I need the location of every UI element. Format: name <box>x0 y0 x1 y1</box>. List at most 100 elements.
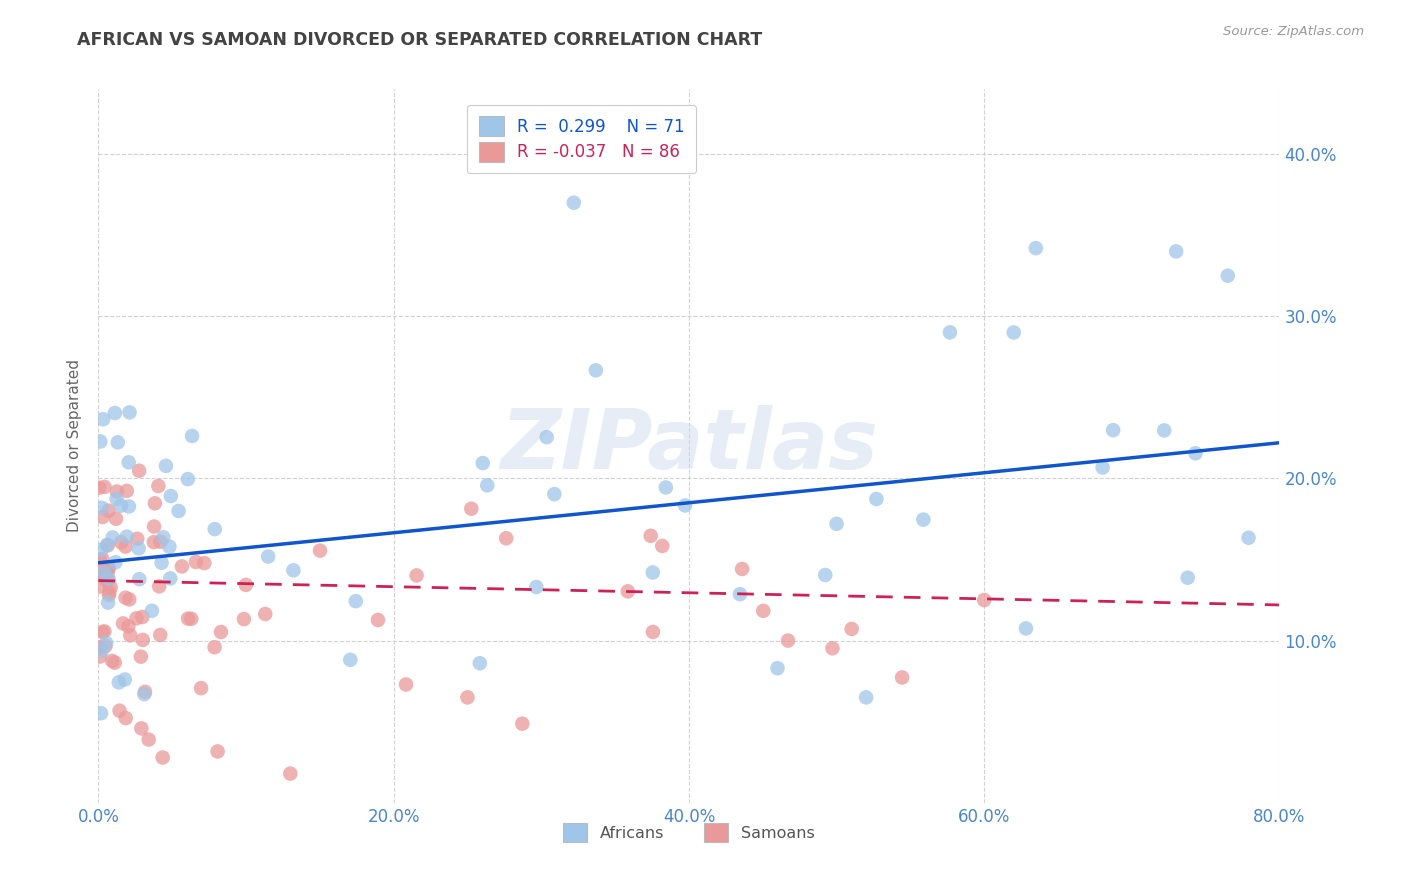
Point <box>1166 244 1188 259</box>
Point <box>114 540 136 554</box>
Point <box>152 750 174 764</box>
Point <box>96 636 118 650</box>
Point <box>98 588 121 602</box>
Point <box>89 553 111 567</box>
Point <box>134 687 156 701</box>
Point <box>1216 268 1239 283</box>
Point <box>1091 460 1114 475</box>
Point <box>1177 571 1199 585</box>
Point <box>524 580 547 594</box>
Point <box>177 472 200 486</box>
Point <box>207 744 229 758</box>
Point <box>167 504 190 518</box>
Point <box>180 612 202 626</box>
Point <box>93 624 115 639</box>
Point <box>395 677 418 691</box>
Point <box>104 555 127 569</box>
Point <box>128 572 150 586</box>
Point <box>149 628 172 642</box>
Point <box>193 556 215 570</box>
Point <box>159 489 181 503</box>
Point <box>89 434 111 449</box>
Point <box>100 580 122 594</box>
Point <box>105 491 128 506</box>
Point <box>110 499 132 513</box>
Point <box>110 535 132 549</box>
Point <box>148 579 170 593</box>
Point <box>93 480 115 494</box>
Point <box>118 405 141 419</box>
Point <box>939 326 962 340</box>
Point <box>536 430 558 444</box>
Point <box>91 551 114 566</box>
Point <box>134 685 156 699</box>
Point <box>114 591 136 605</box>
Point <box>752 604 775 618</box>
Point <box>117 619 139 633</box>
Point <box>184 555 207 569</box>
Point <box>405 568 427 582</box>
Point <box>232 612 254 626</box>
Point <box>283 563 305 577</box>
Legend: Africans, Samoans: Africans, Samoans <box>557 817 821 848</box>
Point <box>1015 621 1038 635</box>
Point <box>97 561 120 575</box>
Point <box>90 706 112 721</box>
Point <box>89 481 111 495</box>
Point <box>131 722 153 736</box>
Point <box>673 499 696 513</box>
Point <box>93 568 115 582</box>
Point <box>562 195 585 210</box>
Point <box>98 585 121 599</box>
Point <box>728 587 751 601</box>
Point <box>209 625 232 640</box>
Point <box>97 562 120 576</box>
Point <box>468 657 491 671</box>
Point <box>104 512 127 526</box>
Point <box>204 522 226 536</box>
Point <box>104 406 127 420</box>
Point <box>257 549 280 564</box>
Point <box>97 573 120 587</box>
Point <box>90 500 112 515</box>
Point <box>91 412 114 426</box>
Point <box>159 540 181 554</box>
Point <box>1102 423 1125 437</box>
Point <box>104 656 127 670</box>
Point <box>155 458 177 473</box>
Point <box>138 732 160 747</box>
Point <box>309 543 332 558</box>
Point <box>367 613 389 627</box>
Point <box>190 681 212 695</box>
Point <box>731 562 754 576</box>
Point <box>912 513 935 527</box>
Point <box>766 661 789 675</box>
Point <box>97 572 120 586</box>
Point <box>89 649 111 664</box>
Point <box>143 496 166 510</box>
Point <box>89 640 111 655</box>
Point <box>90 542 112 557</box>
Point <box>97 538 120 552</box>
Point <box>97 596 120 610</box>
Point <box>93 566 115 580</box>
Point <box>891 670 914 684</box>
Point <box>141 604 163 618</box>
Point <box>814 568 837 582</box>
Text: Source: ZipAtlas.com: Source: ZipAtlas.com <box>1223 25 1364 38</box>
Point <box>204 640 226 655</box>
Point <box>115 483 138 498</box>
Point <box>841 622 863 636</box>
Point <box>655 480 678 494</box>
Point <box>148 479 170 493</box>
Point <box>973 593 995 607</box>
Point <box>127 532 149 546</box>
Point <box>118 455 141 469</box>
Point <box>125 611 148 625</box>
Point <box>129 649 152 664</box>
Point <box>457 690 479 705</box>
Point <box>89 566 111 581</box>
Point <box>94 639 117 653</box>
Point <box>101 654 124 668</box>
Point <box>1002 326 1025 340</box>
